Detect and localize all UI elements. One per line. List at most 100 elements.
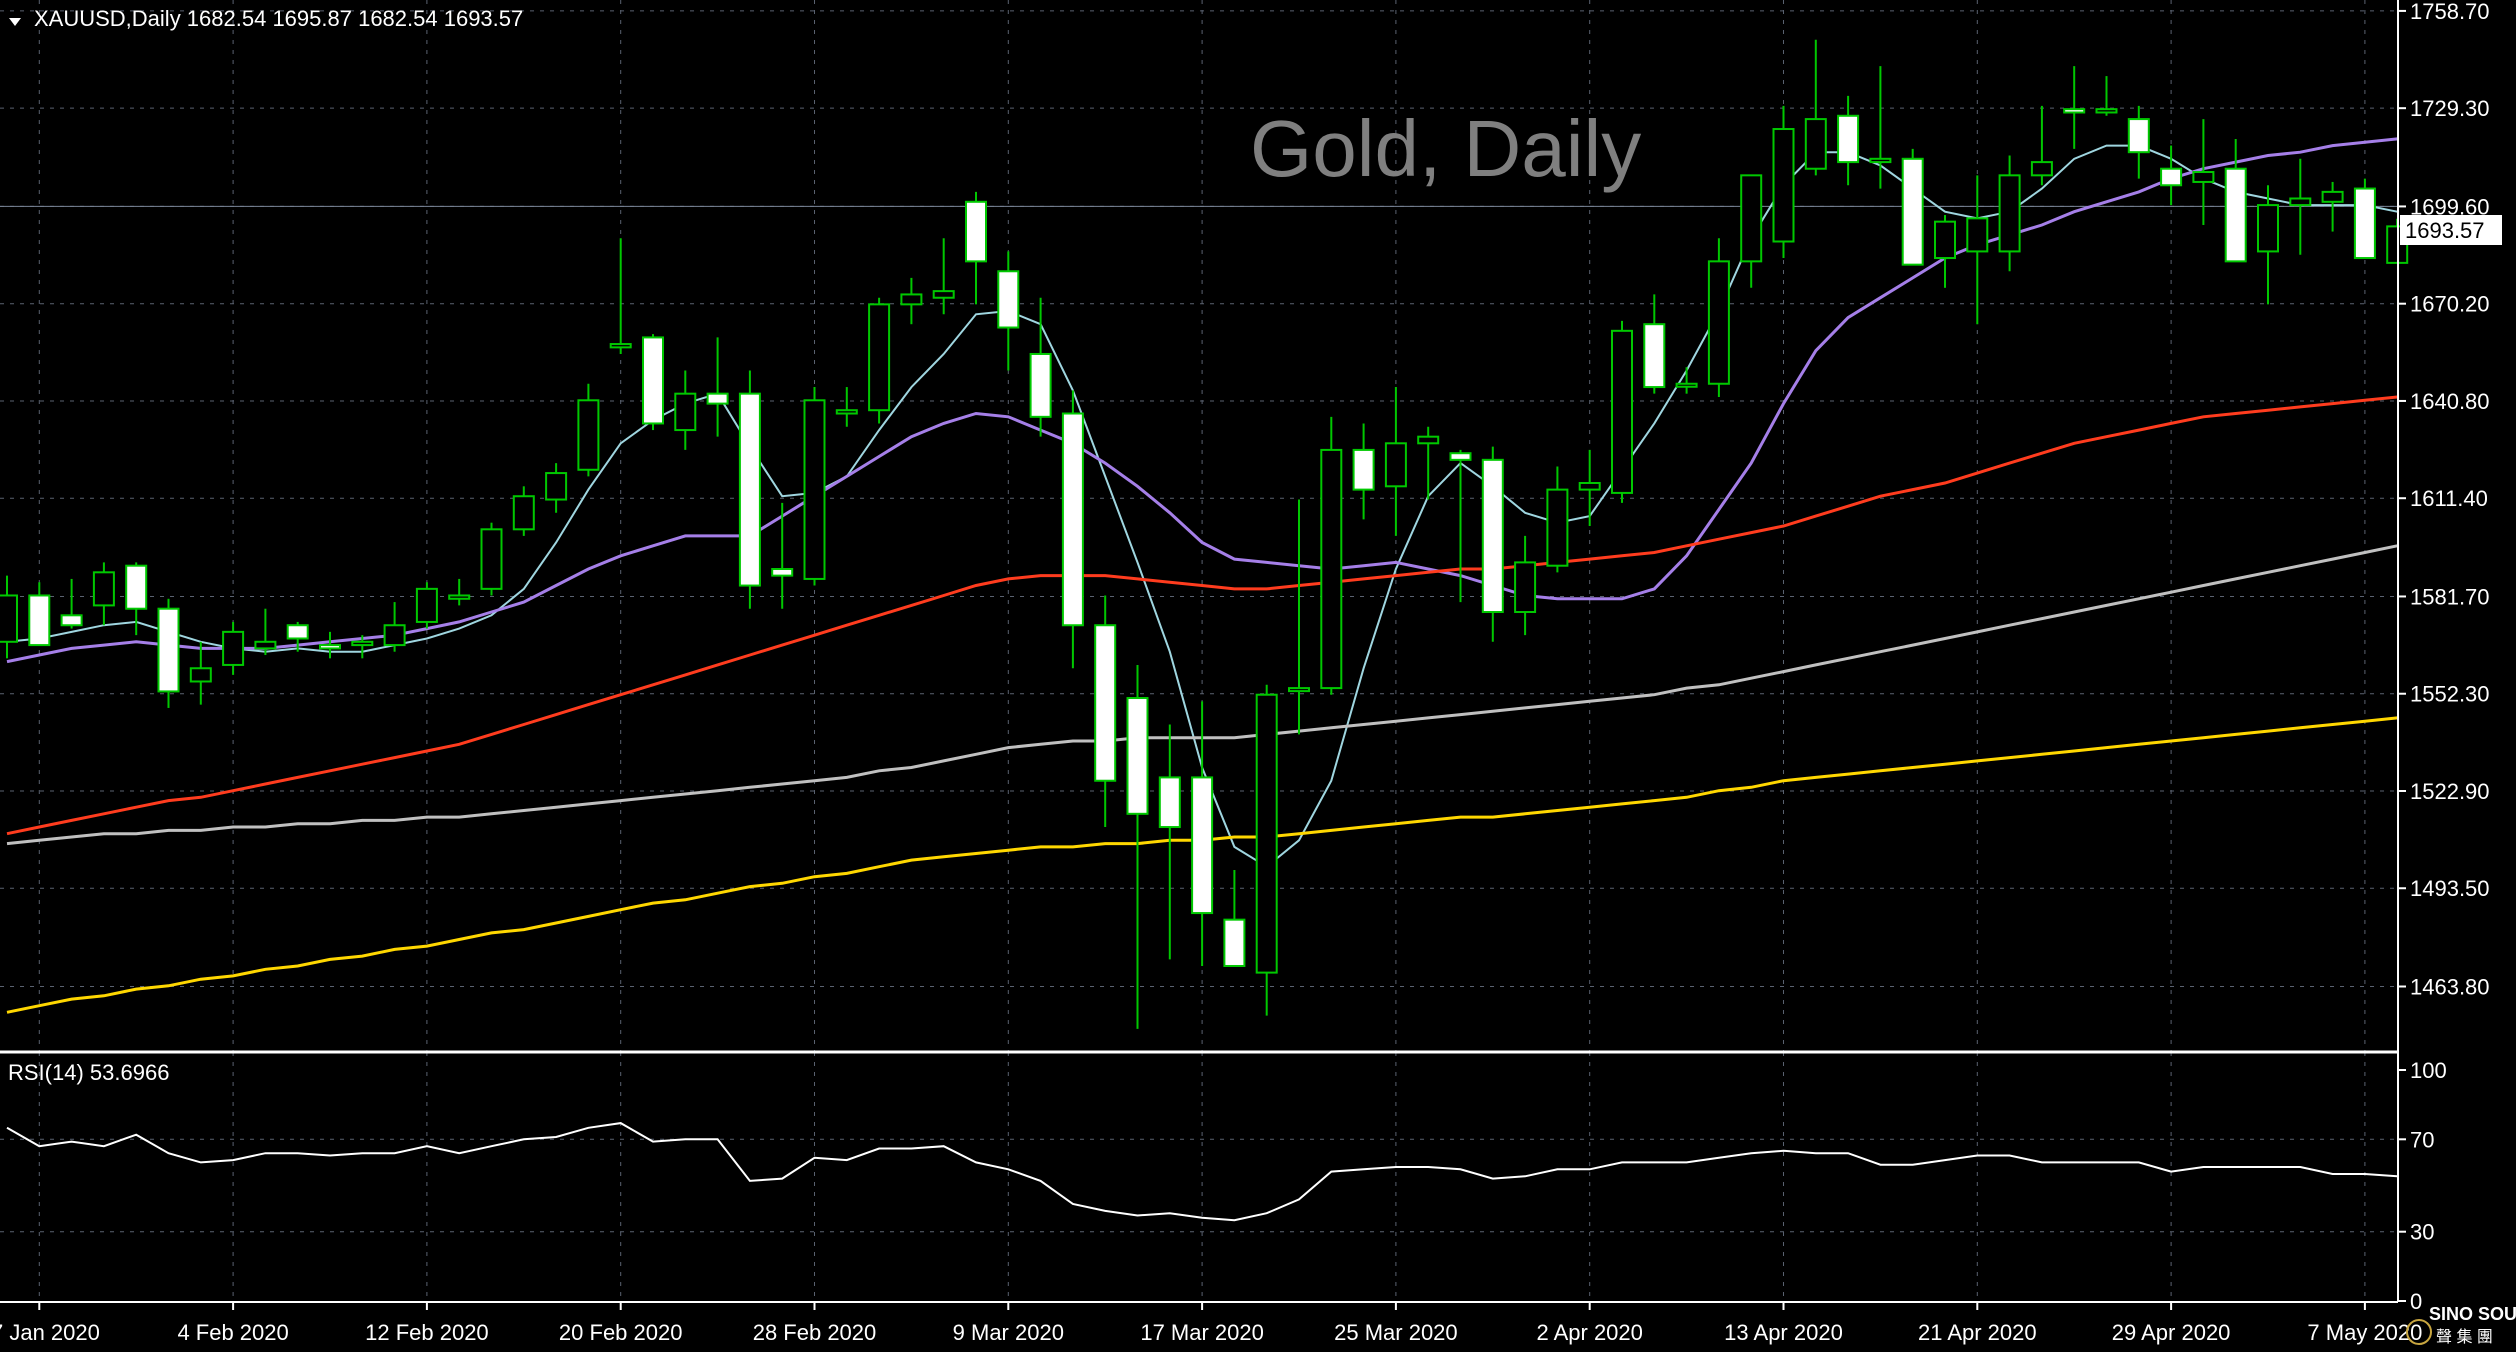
candle-body [1675, 382, 1698, 388]
candle [1384, 387, 1407, 536]
logo-icon [2406, 1319, 2432, 1345]
rsi-tick-label: 100 [2410, 1058, 2447, 1083]
candle-body [222, 630, 245, 666]
candle-body [1837, 114, 1860, 164]
candle-body [1417, 435, 1440, 445]
candle-body [1804, 118, 1827, 170]
candle [706, 337, 729, 437]
candle [642, 334, 664, 431]
candle-body [1643, 323, 1666, 389]
date-tick-label: 13 Apr 2020 [1724, 1320, 1843, 1345]
candle-body [512, 495, 535, 531]
current-price-label: 1693.57 [2405, 218, 2485, 243]
candle-body [351, 640, 374, 647]
candle [835, 387, 858, 427]
candle-body [2257, 204, 2279, 253]
candle-body [1998, 174, 2021, 253]
symbol-info: XAUUSD,Daily 1682.54 1695.87 1682.54 169… [34, 6, 523, 31]
candle [480, 522, 503, 596]
candle-body [1707, 260, 1730, 385]
logo-subtext: 聲 集 團 [2436, 1328, 2493, 1346]
candle [189, 641, 212, 705]
rsi-tick-label: 70 [2410, 1127, 2434, 1152]
candle-body [545, 472, 568, 501]
candle-body [1352, 448, 1375, 491]
candle-body [1223, 918, 1246, 967]
candle-body [1191, 776, 1214, 915]
candle [1481, 446, 1504, 642]
candle-body [900, 293, 923, 306]
candle [125, 562, 148, 636]
price-tick-label: 1729.30 [2410, 96, 2490, 121]
date-tick-label: 17 Mar 2020 [1140, 1320, 1264, 1345]
candle-body [1158, 776, 1181, 829]
candle-body [1029, 352, 1052, 418]
triangle-down-icon[interactable] [9, 18, 21, 26]
logo: SINO SOUND 聲 集 團 [2406, 1304, 2516, 1346]
candle [1901, 148, 1924, 266]
current-price-tag: 1693.57 [2400, 215, 2502, 245]
candle-body [932, 290, 955, 299]
candle [1223, 870, 1246, 967]
candle [1417, 426, 1440, 500]
candle-body [1255, 693, 1278, 974]
price-tick-label: 1493.50 [2410, 876, 2490, 901]
candle [1772, 105, 1795, 259]
candle-body [965, 200, 987, 263]
candle-body [319, 644, 341, 650]
candle-body [706, 392, 729, 405]
candle [60, 578, 83, 629]
date-tick-label: 7 May 2020 [2307, 1320, 2422, 1345]
candle-body [2160, 167, 2183, 187]
candle-body [1546, 488, 1569, 567]
candle [2063, 66, 2086, 149]
rsi-panel: 100 70 30 0 [0, 1058, 2447, 1314]
candle-body [1126, 697, 1149, 815]
candle-body [868, 303, 891, 412]
candle [222, 621, 245, 675]
candle [1288, 499, 1310, 735]
candle [1643, 294, 1666, 394]
candle [2192, 119, 2215, 225]
candle-body [2030, 161, 2053, 177]
date-tick-label: 25 Mar 2020 [1334, 1320, 1458, 1345]
candle [2030, 105, 2053, 186]
candle [319, 631, 341, 659]
candle [28, 582, 51, 647]
candle-body [674, 392, 697, 432]
candle [286, 621, 309, 652]
candle [1449, 449, 1472, 603]
candle [1126, 664, 1149, 1029]
candle [2353, 178, 2376, 260]
candle [674, 370, 697, 450]
candle-body [1061, 412, 1084, 627]
candle [0, 575, 18, 659]
candle-body [1320, 448, 1343, 690]
candle [512, 486, 535, 536]
date-tick-label: 9 Mar 2020 [953, 1320, 1064, 1345]
candle [1514, 535, 1537, 636]
rsi-line [6, 1122, 2398, 1222]
candle [2127, 105, 2150, 179]
watermark-title: Gold, Daily [1250, 104, 1641, 193]
candle [1255, 684, 1278, 1016]
candle [997, 251, 1020, 371]
price-tick-label: 1670.20 [2410, 292, 2490, 317]
rsi-tick-label: 0 [2410, 1289, 2422, 1314]
candle [1934, 215, 1956, 288]
candle [2257, 185, 2279, 305]
candle-body [738, 392, 761, 587]
candle [1675, 367, 1698, 394]
candle [1869, 66, 1892, 189]
date-tick-label: 21 Apr 2020 [1918, 1320, 2037, 1345]
rsi-label: RSI(14) 53.6966 [8, 1060, 169, 1085]
candle-body [1514, 561, 1537, 614]
candle [1320, 416, 1343, 695]
candle [738, 370, 761, 609]
candle [1029, 297, 1052, 437]
candle-body [1288, 687, 1310, 693]
candle-body [2127, 118, 2150, 154]
date-tick-label: 20 Feb 2020 [559, 1320, 683, 1345]
